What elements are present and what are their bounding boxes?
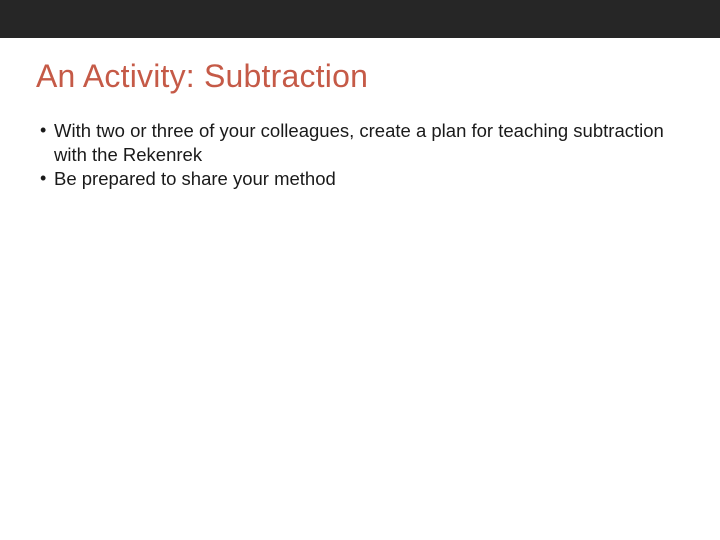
slide-top-bar xyxy=(0,0,720,38)
slide-title: An Activity: Subtraction xyxy=(36,58,684,95)
slide-content: An Activity: Subtraction With two or thr… xyxy=(0,38,720,191)
bullet-item: With two or three of your colleagues, cr… xyxy=(40,119,684,167)
bullet-item: Be prepared to share your method xyxy=(40,167,684,191)
bullet-list: With two or three of your colleagues, cr… xyxy=(36,119,684,191)
